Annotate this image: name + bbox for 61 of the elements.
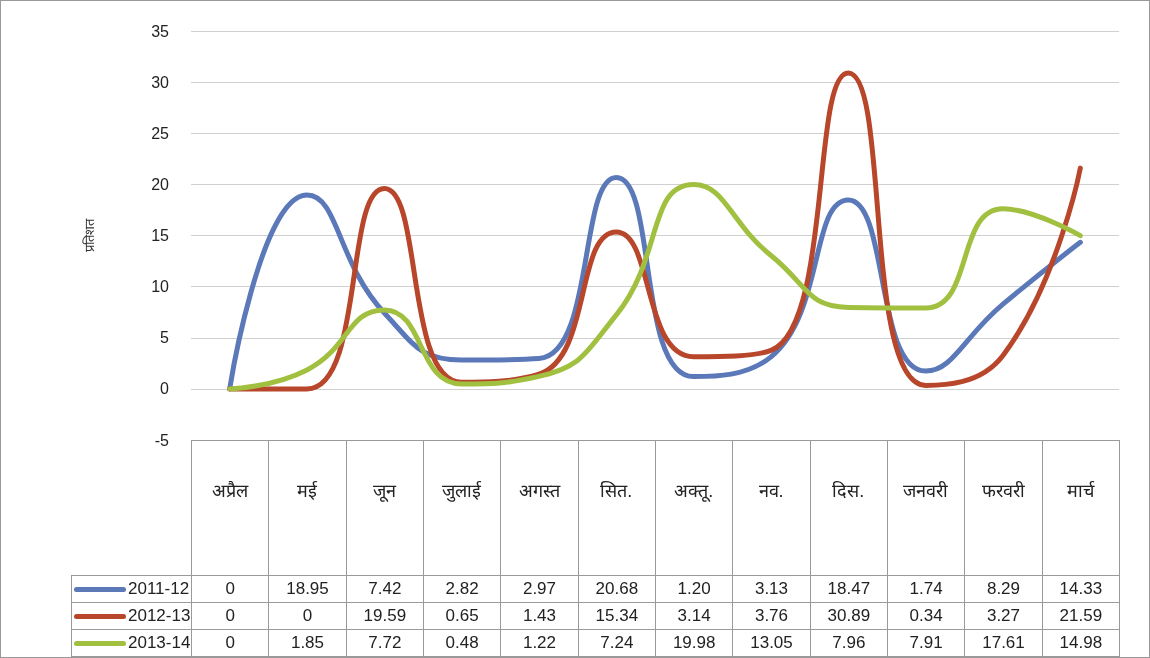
data-label: 1.20 bbox=[655, 575, 734, 603]
data-label: 19.59 bbox=[345, 602, 424, 630]
data-label: 7.42 bbox=[345, 575, 424, 603]
x-tick-label: जून bbox=[372, 481, 397, 502]
data-label: 3.76 bbox=[732, 602, 811, 630]
data-label: 19.98 bbox=[655, 629, 734, 657]
y-tick-label: 10 bbox=[151, 278, 170, 296]
legend-label: 2012-13 bbox=[128, 606, 191, 626]
x-tick-label: अगस्त bbox=[518, 481, 561, 501]
legend-label: 2013-14 bbox=[128, 633, 191, 653]
data-label: 3.13 bbox=[732, 575, 811, 603]
data-label: 7.72 bbox=[345, 629, 424, 657]
data-label: 7.91 bbox=[887, 629, 966, 657]
data-label: 13.05 bbox=[732, 629, 811, 657]
x-tick-label: फरवरी bbox=[981, 480, 1025, 501]
x-tick-label: दिस. bbox=[832, 480, 865, 501]
x-tick-label: जुलाई bbox=[442, 480, 483, 502]
data-label: 1.43 bbox=[500, 602, 579, 630]
data-label: 0.34 bbox=[887, 602, 966, 630]
data-label: 1.74 bbox=[887, 575, 966, 603]
data-label: 0 bbox=[191, 602, 270, 630]
y-tick-label: 20 bbox=[151, 175, 170, 193]
y-tick-label: 25 bbox=[151, 124, 170, 142]
data-label: 14.98 bbox=[1041, 629, 1120, 657]
legend-label: 2011-12 bbox=[128, 579, 190, 599]
y-axis-title: प्रतिशत bbox=[82, 218, 97, 252]
data-label: 21.59 bbox=[1041, 602, 1120, 630]
y-tick-label: -5 bbox=[154, 431, 170, 449]
data-label: 0.48 bbox=[423, 629, 502, 657]
x-tick-label: जनवरी bbox=[903, 480, 949, 501]
data-label: 17.61 bbox=[964, 629, 1043, 657]
y-tick-label: 15 bbox=[151, 227, 170, 244]
data-label: 0 bbox=[191, 575, 270, 603]
x-tick-label: मार्च bbox=[1066, 480, 1095, 501]
x-tick-label: मई bbox=[297, 480, 318, 501]
x-tick-label: अक्तू. bbox=[674, 481, 714, 502]
x-tick-label: सित. bbox=[600, 480, 633, 501]
data-label: 2.97 bbox=[500, 575, 579, 603]
data-label: 3.27 bbox=[964, 602, 1043, 630]
data-label: 0 bbox=[268, 602, 347, 630]
y-tick-label: 35 bbox=[151, 22, 170, 40]
data-label: 1.85 bbox=[268, 629, 347, 657]
data-label: 7.24 bbox=[577, 629, 656, 657]
x-tick-label: अप्रैल bbox=[211, 480, 249, 501]
data-label: 20.68 bbox=[577, 575, 656, 603]
data-label: 14.33 bbox=[1041, 575, 1120, 603]
data-label: 0.65 bbox=[423, 602, 502, 630]
y-tick-label: 30 bbox=[151, 73, 170, 91]
data-label: 18.95 bbox=[268, 575, 347, 603]
data-label: 1.22 bbox=[500, 629, 579, 657]
data-label: 3.14 bbox=[655, 602, 734, 630]
data-label: 7.96 bbox=[809, 629, 888, 657]
y-tick-label: 0 bbox=[160, 380, 170, 398]
y-tick-label: 5 bbox=[160, 329, 170, 347]
data-label: 18.47 bbox=[809, 575, 888, 603]
data-label: 2.82 bbox=[423, 575, 502, 603]
data-label: 8.29 bbox=[964, 575, 1043, 603]
data-label: 0 bbox=[191, 629, 270, 657]
data-label: 15.34 bbox=[577, 602, 656, 630]
x-tick-label: नव. bbox=[758, 481, 784, 501]
data-label: 30.89 bbox=[809, 602, 888, 630]
